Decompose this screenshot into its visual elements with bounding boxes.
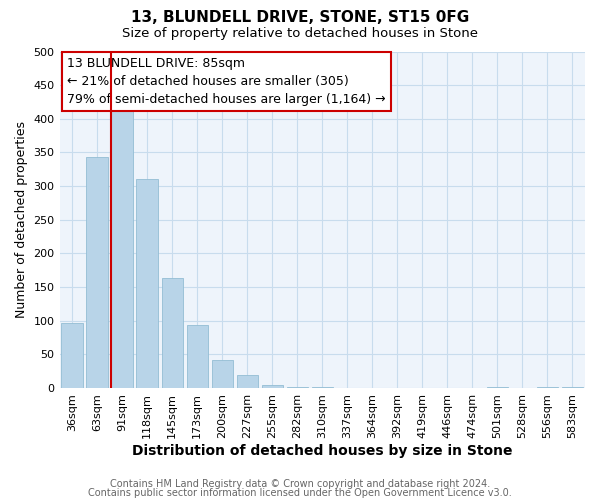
Bar bbox=[136, 178, 158, 388]
Bar bbox=[487, 386, 508, 388]
Bar bbox=[86, 157, 108, 388]
Bar bbox=[112, 110, 133, 388]
Bar bbox=[187, 326, 208, 388]
Bar bbox=[287, 386, 308, 388]
Bar bbox=[262, 384, 283, 388]
Text: 13 BLUNDELL DRIVE: 85sqm
← 21% of detached houses are smaller (305)
79% of semi-: 13 BLUNDELL DRIVE: 85sqm ← 21% of detach… bbox=[67, 56, 386, 106]
Text: Contains HM Land Registry data © Crown copyright and database right 2024.: Contains HM Land Registry data © Crown c… bbox=[110, 479, 490, 489]
Bar bbox=[61, 322, 83, 388]
Bar bbox=[212, 360, 233, 388]
Bar bbox=[161, 278, 183, 388]
Text: 13, BLUNDELL DRIVE, STONE, ST15 0FG: 13, BLUNDELL DRIVE, STONE, ST15 0FG bbox=[131, 10, 469, 25]
Text: Contains public sector information licensed under the Open Government Licence v3: Contains public sector information licen… bbox=[88, 488, 512, 498]
Bar bbox=[236, 375, 258, 388]
Y-axis label: Number of detached properties: Number of detached properties bbox=[15, 121, 28, 318]
Text: Size of property relative to detached houses in Stone: Size of property relative to detached ho… bbox=[122, 28, 478, 40]
X-axis label: Distribution of detached houses by size in Stone: Distribution of detached houses by size … bbox=[132, 444, 512, 458]
